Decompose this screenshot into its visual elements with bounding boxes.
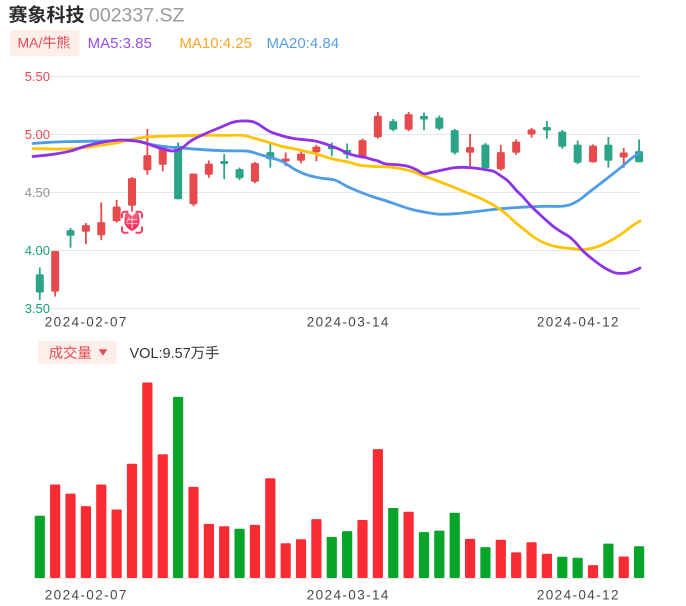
svg-text:MA10:4.25: MA10:4.25 bbox=[179, 35, 252, 52]
svg-text:MA20:4.84: MA20:4.84 bbox=[267, 35, 340, 52]
svg-text:002337.SZ: 002337.SZ bbox=[89, 5, 184, 27]
svg-text:MA5:3.85: MA5:3.85 bbox=[88, 35, 152, 52]
svg-text:2024-04-12: 2024-04-12 bbox=[537, 588, 620, 603]
svg-text:2024-02-07: 2024-02-07 bbox=[45, 315, 128, 330]
svg-text:MA/: MA/ bbox=[18, 35, 43, 51]
svg-text:4.00: 4.00 bbox=[25, 243, 50, 258]
svg-text:2024-03-14: 2024-03-14 bbox=[307, 588, 390, 603]
svg-text:2024-02-07: 2024-02-07 bbox=[45, 588, 128, 603]
svg-text:4.50: 4.50 bbox=[25, 185, 50, 200]
svg-text:5.00: 5.00 bbox=[25, 127, 50, 142]
svg-text:2024-04-12: 2024-04-12 bbox=[537, 315, 620, 330]
svg-text:VOL:9.57: VOL:9.57 bbox=[130, 346, 191, 362]
svg-text:2024-03-14: 2024-03-14 bbox=[307, 315, 390, 330]
svg-text:5.50: 5.50 bbox=[25, 69, 50, 84]
svg-text:3.50: 3.50 bbox=[25, 301, 50, 316]
